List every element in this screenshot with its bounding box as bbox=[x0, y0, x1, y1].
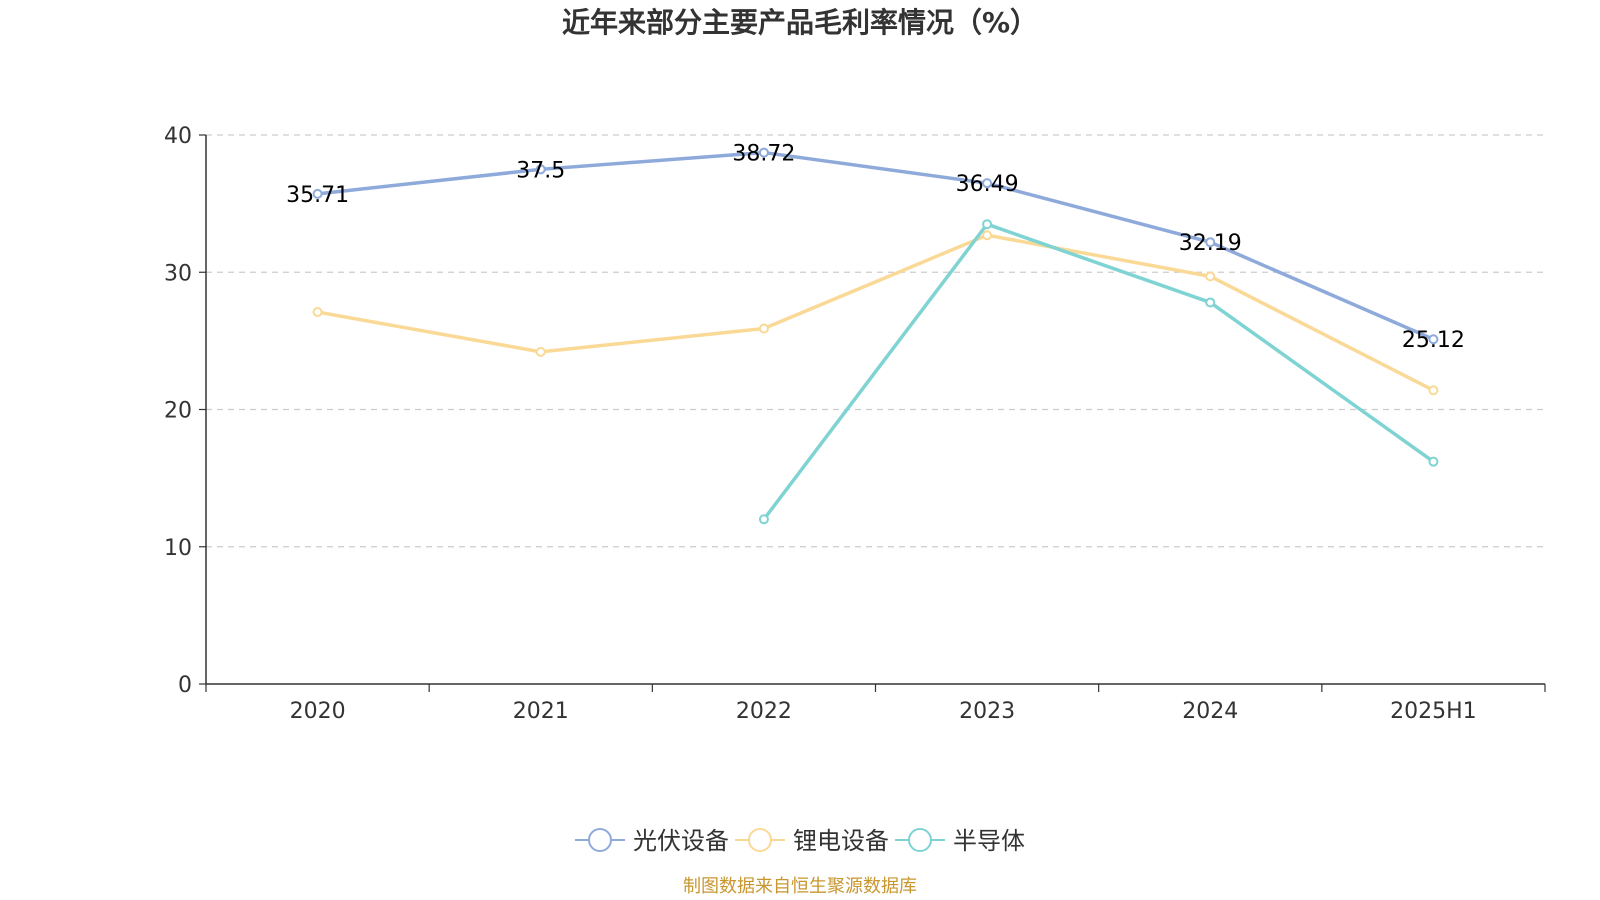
data-label: 25.12 bbox=[1402, 328, 1465, 353]
x-tick-label: 2022 bbox=[736, 699, 792, 724]
axes: 0 10 20 30 40 2020 2021 2022 2023 2024 2025H1 bbox=[164, 124, 1546, 724]
series-lines bbox=[312, 147, 1439, 525]
legend-label: 锂电设备 bbox=[793, 827, 889, 855]
x-tick-label: 2023 bbox=[959, 699, 1015, 724]
x-tick-label: 2024 bbox=[1182, 699, 1238, 724]
source-note: 制图数据来自恒生聚源数据库 bbox=[683, 876, 917, 897]
x-tick-label: 2025H1 bbox=[1390, 699, 1477, 724]
legend-marker bbox=[908, 828, 932, 852]
legend-item-1[interactable]: 锂电设备 bbox=[735, 827, 889, 855]
y-tick-label: 40 bbox=[164, 124, 192, 149]
x-tick-label: 2020 bbox=[290, 699, 346, 724]
grid-lines bbox=[206, 134, 1545, 548]
data-point bbox=[758, 147, 769, 158]
data-point bbox=[1205, 237, 1216, 248]
data-label: 35.71 bbox=[286, 183, 349, 208]
data-labels: 35.71 37.5 38.72 36.49 32.19 25.12 bbox=[286, 142, 1465, 354]
data-point bbox=[1428, 334, 1439, 345]
series-0 bbox=[312, 147, 1439, 345]
data-label: 37.5 bbox=[516, 158, 565, 183]
data-point bbox=[1205, 297, 1216, 308]
data-point bbox=[758, 514, 769, 525]
series-line bbox=[317, 150, 1435, 341]
data-label: 32.19 bbox=[1179, 231, 1242, 256]
y-tick-label: 0 bbox=[178, 673, 192, 698]
data-point bbox=[1428, 456, 1439, 467]
data-point bbox=[535, 164, 546, 175]
data-point bbox=[1428, 385, 1439, 396]
legend-item-0[interactable]: 光伏设备 bbox=[575, 827, 729, 855]
legend-label: 光伏设备 bbox=[633, 827, 729, 855]
data-point bbox=[982, 219, 993, 230]
legend-marker bbox=[748, 828, 772, 852]
legend[interactable]: 光伏设备 锂电设备 半导体 bbox=[575, 827, 1025, 855]
x-tick-label: 2021 bbox=[513, 699, 569, 724]
data-point bbox=[982, 230, 993, 241]
data-point bbox=[1205, 271, 1216, 282]
series-1 bbox=[312, 230, 1439, 396]
data-point bbox=[535, 346, 546, 357]
series-2 bbox=[758, 219, 1439, 525]
legend-item-2[interactable]: 半导体 bbox=[895, 827, 1025, 855]
y-tick-label: 10 bbox=[164, 536, 192, 561]
data-label: 38.72 bbox=[732, 142, 795, 167]
y-tick-label: 20 bbox=[164, 399, 192, 424]
series-line bbox=[317, 233, 1435, 392]
chart-title: 近年来部分主要产品毛利率情况（%） bbox=[562, 6, 1038, 39]
legend-marker bbox=[588, 828, 612, 852]
data-point bbox=[982, 178, 993, 189]
y-tick-label: 30 bbox=[164, 261, 192, 286]
data-point bbox=[758, 323, 769, 334]
data-point bbox=[312, 188, 323, 199]
legend-label: 半导体 bbox=[953, 827, 1025, 855]
data-label: 36.49 bbox=[956, 172, 1019, 197]
data-point bbox=[312, 307, 323, 318]
series-line bbox=[762, 222, 1435, 521]
